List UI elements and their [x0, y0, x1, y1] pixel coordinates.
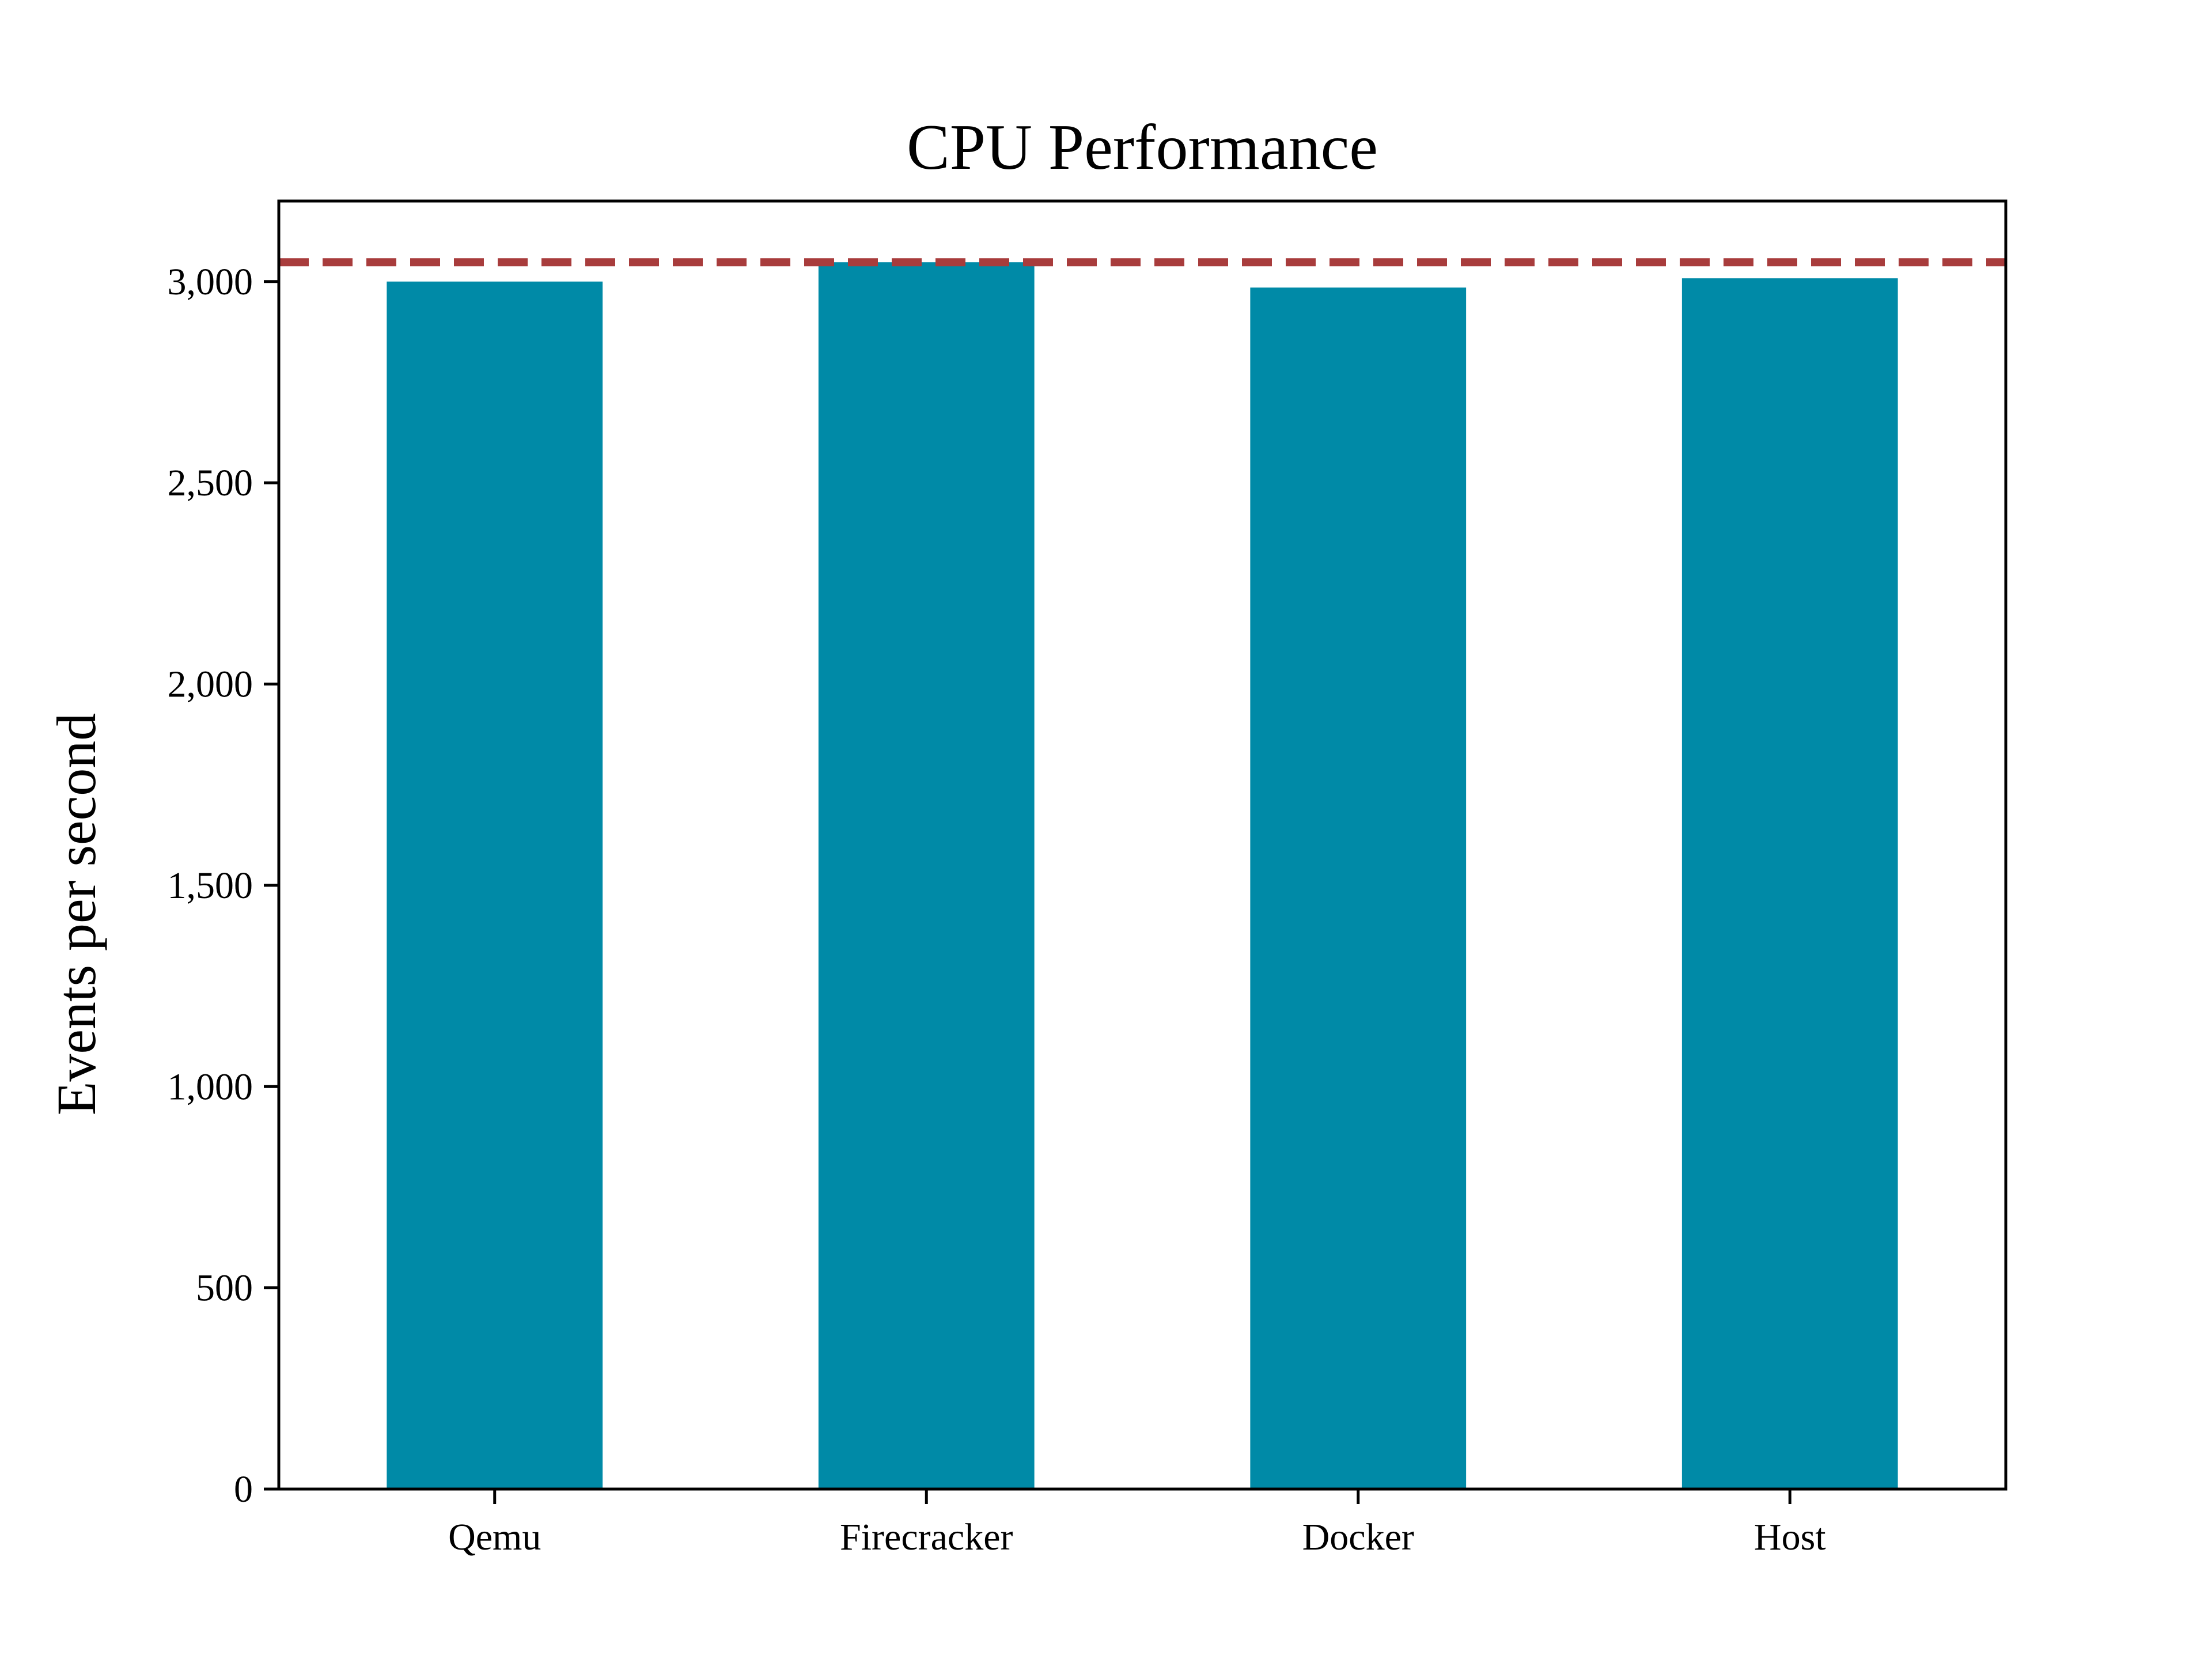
y-tick-label: 2,500: [168, 462, 253, 504]
plot-frame: [277, 199, 2008, 1491]
bar-host: [1681, 278, 1898, 1490]
y-axis-title: Events per second: [46, 713, 107, 1115]
y-tick-label: 2,000: [168, 664, 253, 706]
bars-group: [387, 262, 1898, 1490]
x-tick-label: Firecracker: [840, 1516, 1013, 1558]
y-tick-label: 500: [196, 1267, 253, 1309]
y-tick-label: 1,500: [168, 865, 253, 907]
x-tick-label: Docker: [1302, 1516, 1414, 1558]
y-axis: 0 500 1,000 1,500 2,000 2,500 3,000: [168, 261, 279, 1510]
x-tick-label: Host: [1754, 1516, 1826, 1558]
bar-docker: [1250, 287, 1467, 1490]
y-tick-label: 0: [234, 1468, 253, 1510]
x-tick-label: Qemu: [448, 1516, 541, 1558]
bar-qemu: [387, 281, 603, 1489]
y-tick-label: 1,000: [168, 1066, 253, 1108]
bar-firecracker: [818, 262, 1035, 1490]
y-tick-label: 3,000: [168, 261, 253, 303]
chart-title: CPU Performance: [907, 112, 1378, 183]
x-axis: Qemu Firecracker Docker Host: [448, 1489, 1826, 1558]
